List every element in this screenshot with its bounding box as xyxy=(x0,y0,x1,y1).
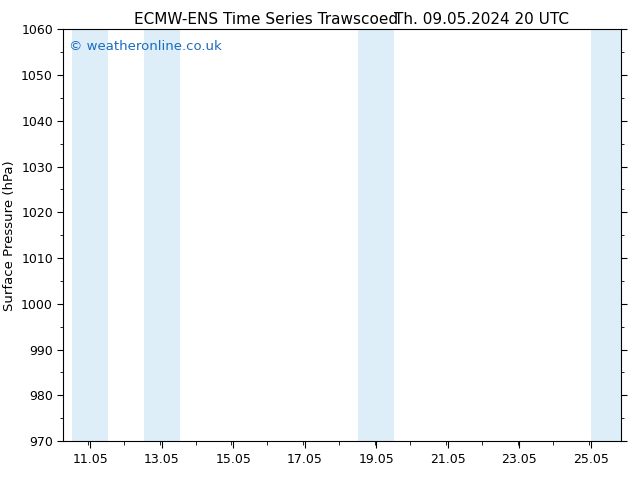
Text: ECMW-ENS Time Series Trawscoed: ECMW-ENS Time Series Trawscoed xyxy=(134,12,398,27)
Y-axis label: Surface Pressure (hPa): Surface Pressure (hPa) xyxy=(3,160,16,311)
Bar xyxy=(72,29,108,441)
Text: Th. 09.05.2024 20 UTC: Th. 09.05.2024 20 UTC xyxy=(394,12,569,27)
Bar xyxy=(144,29,179,441)
Bar xyxy=(377,29,394,441)
Bar xyxy=(358,29,377,441)
Text: © weatheronline.co.uk: © weatheronline.co.uk xyxy=(69,40,222,53)
Bar xyxy=(591,29,625,441)
